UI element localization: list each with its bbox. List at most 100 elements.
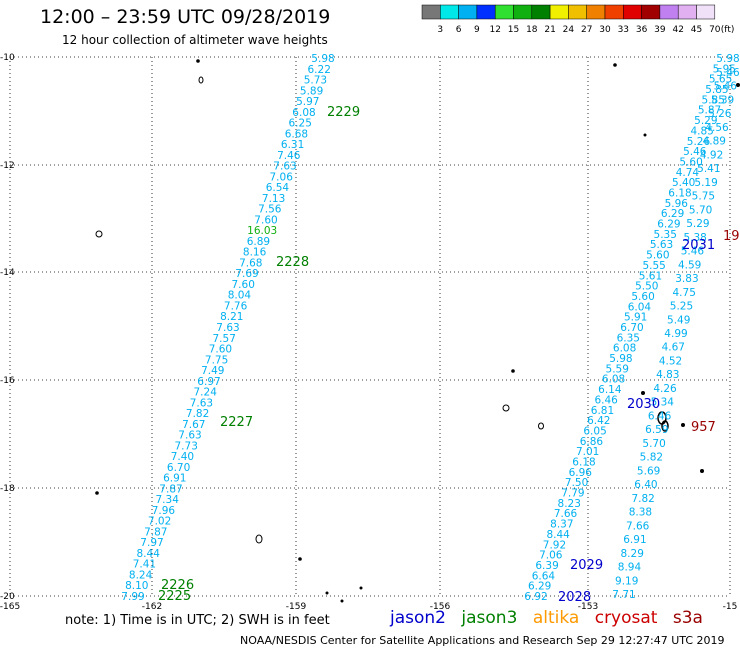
colorbar-swatch [696, 4, 716, 20]
mission-legend: jason2 jason3 altika cryosat s3a [390, 608, 713, 628]
wave-height-value: 5.75 [692, 191, 715, 203]
wave-height-value: 5.34 [651, 397, 675, 409]
wave-height-value: 5.95 [713, 63, 736, 75]
island-marker [681, 423, 685, 427]
wave-height-value: 5.26 [708, 108, 732, 120]
wave-height-value: 7.97 [140, 537, 163, 549]
wave-height-value: 7.71 [612, 589, 635, 601]
colorbar-tick-label: 27 [581, 25, 592, 35]
wave-height-value: 6.18 [572, 457, 595, 469]
wave-height-value: 7.69 [235, 268, 258, 280]
wave-height-value: 6.31 [281, 139, 304, 151]
wave-height-value: 5.55 [642, 260, 665, 272]
pass-label-2229: 2229 [327, 105, 360, 120]
wave-height-value: 7.67 [182, 419, 205, 431]
wave-height-value: 4.67 [662, 342, 685, 354]
island-marker [511, 369, 515, 373]
wave-height-value: 7.60 [232, 279, 255, 291]
wave-height-value: 6.18 [668, 188, 691, 200]
wave-height-value: 6.54 [266, 182, 290, 194]
wave-height-value: 5.60 [631, 291, 654, 303]
lat-tick-label: -20 [0, 592, 15, 602]
wave-height-value: 7.96 [152, 505, 176, 517]
lon-tick-label: -15 [723, 602, 738, 610]
wave-height-value: 7.41 [133, 559, 156, 571]
page-subtitle: 12 hour collection of altimeter wave hei… [62, 33, 328, 47]
pass-label-2227: 2227 [220, 415, 253, 430]
track-2030-values: 5.465.465.395.264.564.894.925.415.195.75… [612, 67, 740, 601]
pass-label-19: 19 [723, 229, 740, 244]
wave-height-value: 7.87 [159, 483, 182, 495]
wave-height-value: 5.63 [650, 239, 673, 251]
island-marker [198, 76, 204, 84]
island-marker [359, 586, 363, 590]
wave-height-value: 6.89 [247, 236, 270, 248]
track-2229-values: 5.986.225.735.895.976.086.256.686.317.46… [121, 53, 334, 603]
wave-height-value: 7.63 [216, 322, 239, 334]
wave-height-value: 6.59 [645, 424, 668, 436]
colorbar-tick-label: 12 [489, 25, 500, 35]
wave-height-value: 5.70 [689, 204, 712, 216]
island-marker [196, 59, 200, 63]
wave-height-value: 6.35 [617, 332, 640, 344]
colorbar-tick-label: 39 [654, 25, 666, 35]
wave-height-value: 5.29 [686, 218, 709, 230]
wave-height-value: 7.82 [186, 408, 209, 420]
wave-height-value: 6.70 [620, 322, 643, 334]
wave-height-value: 4.26 [653, 383, 677, 395]
wave-height-value: 4.85 [690, 125, 713, 137]
wave-height-value: 5.59 [606, 363, 629, 375]
pass-label-2226: 2226 [161, 578, 194, 593]
wave-height-value: 7.76 [224, 300, 248, 312]
wave-height-value: 6.96 [569, 467, 593, 479]
wave-height-value: 6.70 [167, 462, 190, 474]
island-marker [641, 391, 645, 395]
wave-height-value: 5.38 [683, 232, 706, 244]
wave-height-value: 7.92 [543, 539, 566, 551]
wave-height-value: 5.91 [624, 312, 647, 324]
wave-height-value: 4.59 [678, 259, 701, 271]
colorbar-tick-label: 30 [599, 25, 611, 35]
wave-height-value: 7.50 [565, 477, 588, 489]
island-marker [95, 230, 103, 238]
lon-tick-label: -159 [286, 602, 307, 610]
page-title: 12:00 – 23:59 UTC 09/28/2019 [40, 6, 331, 28]
wave-height-value: 4.52 [659, 355, 682, 367]
wave-height-value: 5.69 [637, 465, 660, 477]
islands [95, 59, 740, 603]
colorbar-tick-label: 18 [526, 25, 538, 35]
wave-height-value: 5.65 [709, 74, 732, 86]
wave-height-value: 6.14 [598, 384, 622, 396]
mission-altika: altika [532, 608, 580, 628]
wave-height-value: 5.29 [694, 115, 717, 127]
wave-height-value: 7.34 [156, 494, 180, 506]
wave-height-value: 8.04 [228, 290, 252, 302]
wave-height-value: 6.29 [657, 219, 680, 231]
wave-height-value: 7.02 [148, 516, 171, 528]
lat-tick-label: -18 [0, 484, 15, 494]
colorbar-tick-label: 6 [456, 25, 462, 35]
wave-height-value: 8.23 [558, 498, 581, 510]
lon-tick-label: -153 [578, 602, 598, 610]
wave-height-value: 4.92 [700, 149, 723, 161]
colorbar-tick-label: 42 [672, 25, 683, 35]
island-marker [700, 469, 704, 473]
wave-height-value: 8.10 [125, 580, 148, 592]
island-marker [502, 404, 510, 412]
wave-height-value: 7.68 [239, 257, 262, 269]
wave-height-value: 5.40 [672, 177, 695, 189]
colorbar-unit: (ft) [721, 25, 735, 35]
pass-label-2030: 2030 [627, 397, 660, 412]
wave-height-value: 7.99 [121, 591, 144, 603]
colorbar-tick-label: 15 [508, 25, 519, 35]
wave-height-value: 8.16 [243, 247, 267, 259]
wave-height-value: 3.83 [675, 273, 698, 285]
wave-height-value: 7.56 [258, 204, 282, 216]
lon-tick-label: -165 [0, 602, 20, 610]
wave-height-value: 7.49 [201, 365, 224, 377]
wave-height-value: 5.26 [687, 136, 711, 148]
wave-height-value: 7.60 [209, 344, 232, 356]
island-marker [643, 133, 647, 137]
wave-height-value: 16.03 [247, 225, 277, 237]
wave-height-value: 7.66 [626, 520, 650, 532]
